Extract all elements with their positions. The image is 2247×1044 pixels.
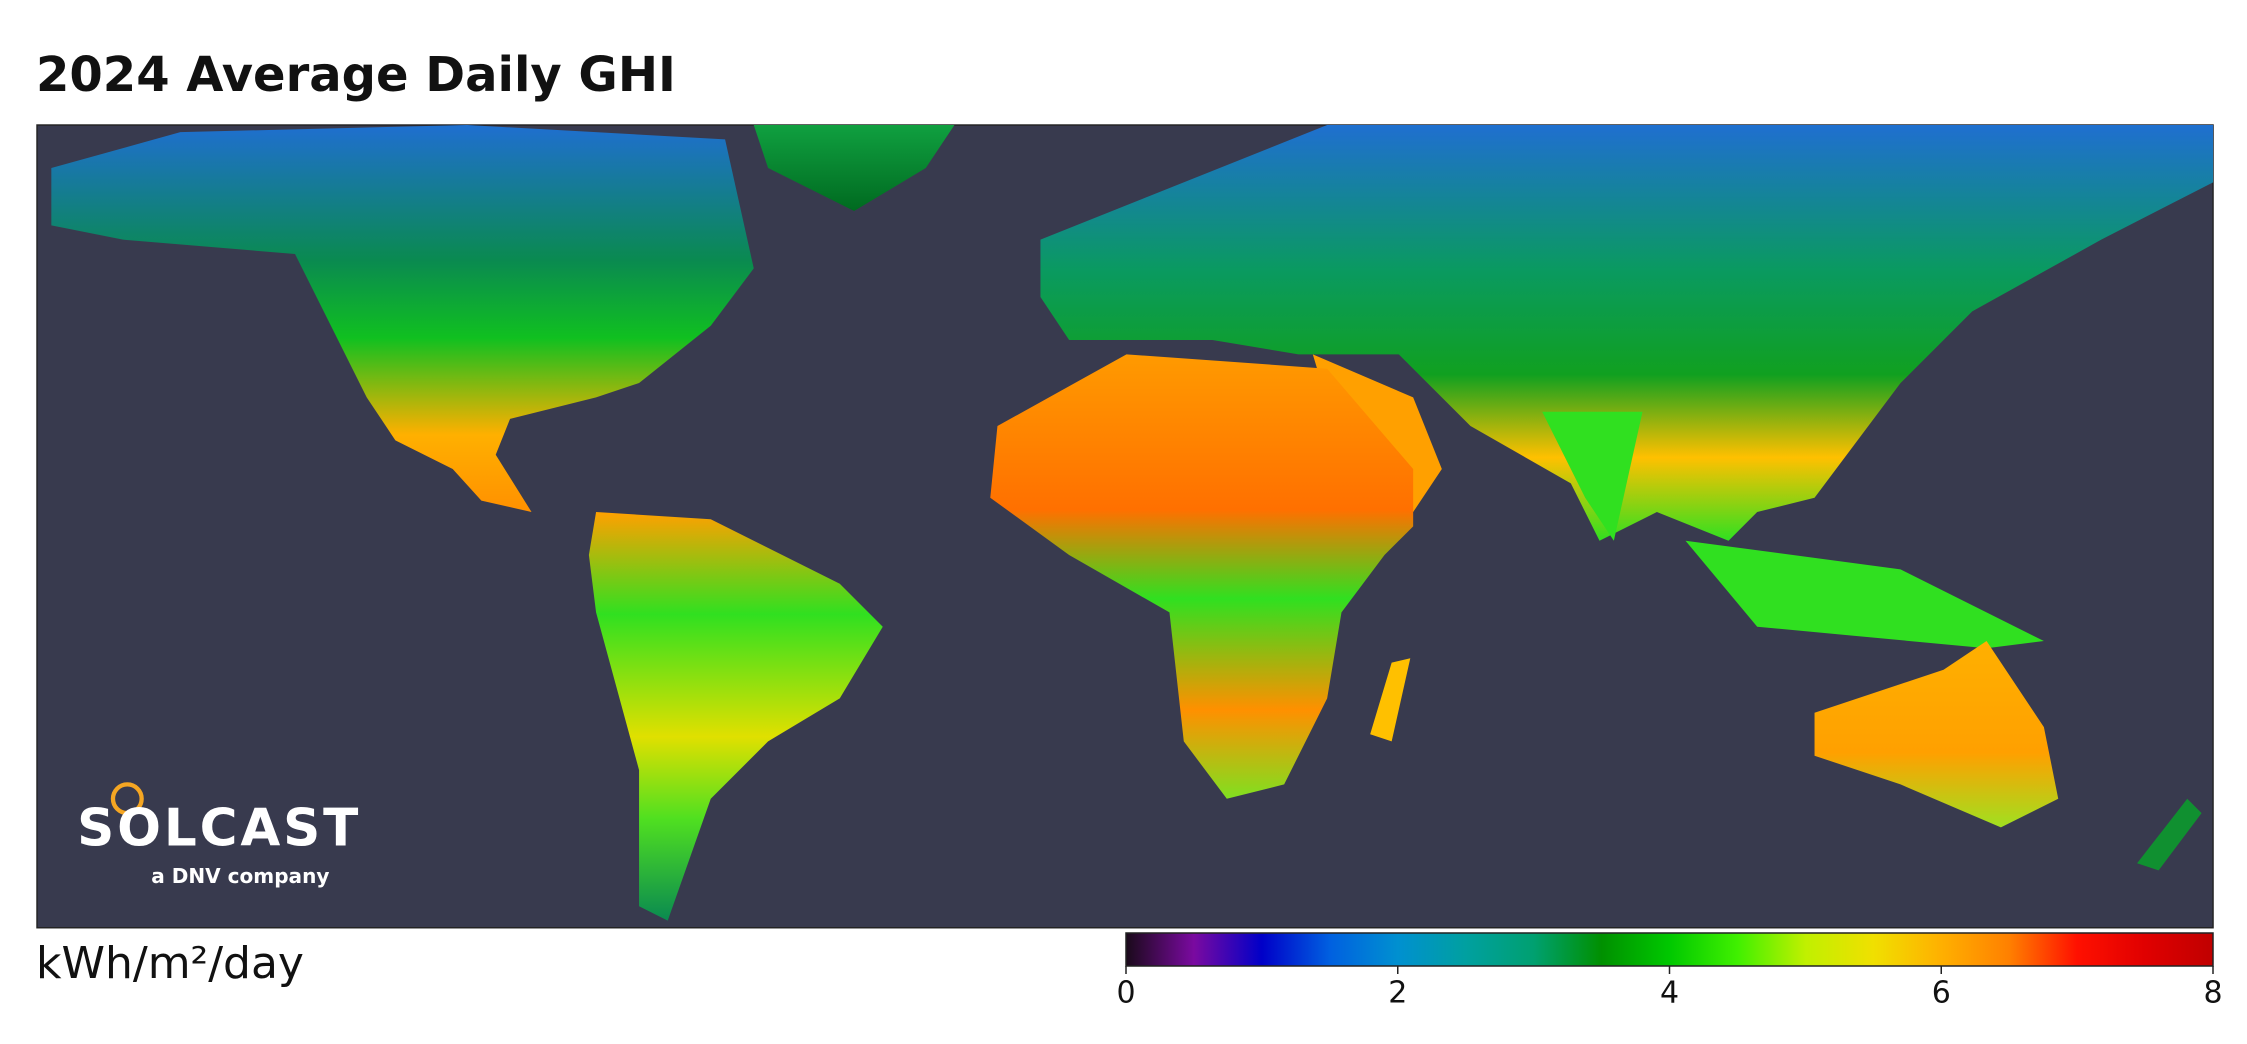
logo-tagline: a DNV company bbox=[151, 864, 329, 888]
north-america bbox=[51, 125, 754, 513]
colorbar-tick-label: 2 bbox=[1388, 976, 1407, 1011]
new-zealand bbox=[2137, 798, 2202, 871]
india bbox=[1542, 411, 1643, 541]
australia bbox=[1814, 641, 2059, 828]
colorbar-tick-label: 4 bbox=[1660, 976, 1679, 1011]
colorbar-tick-label: 6 bbox=[1932, 976, 1951, 1011]
logo-icon bbox=[110, 782, 144, 816]
greenland bbox=[753, 125, 955, 212]
madagascar bbox=[1370, 658, 1411, 742]
colorbar-tick-label: 8 bbox=[2203, 976, 2222, 1011]
south-america bbox=[588, 512, 883, 921]
logo-name: SOLCAST bbox=[77, 799, 361, 859]
colorbar bbox=[1125, 932, 2214, 967]
colorbar-label: kWh/m²/day bbox=[36, 938, 304, 989]
colorbar-tick-label: 0 bbox=[1116, 976, 1135, 1011]
africa bbox=[990, 354, 1414, 799]
se-asia-islands bbox=[1685, 540, 2044, 649]
title: 2024 Average Daily GHI bbox=[36, 47, 676, 103]
map: SOLCAST a DNV company bbox=[36, 124, 2214, 929]
eurasia bbox=[1040, 125, 2214, 541]
